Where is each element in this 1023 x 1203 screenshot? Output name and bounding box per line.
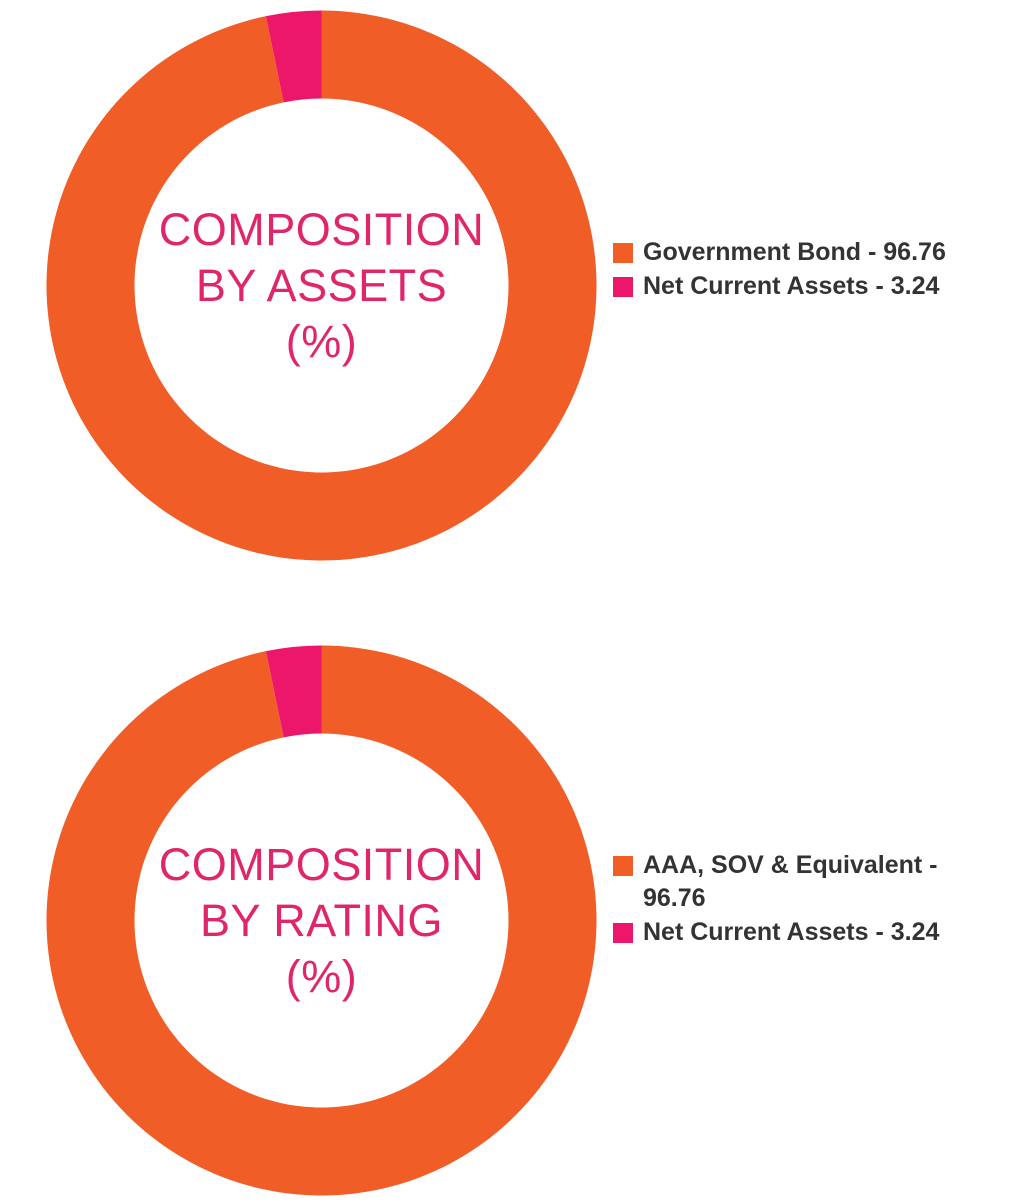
assets-center-title-line-2: BY ASSETS: [195, 259, 448, 311]
legend-item-aaa-sov-equivalent: AAA, SOV & Equivalent - 96.76: [613, 849, 993, 915]
rating-center-title-line-1: COMPOSITION: [158, 838, 485, 890]
assets-donut-chart: [46, 10, 597, 561]
assets-center-title: COMPOSITION BY ASSETS (%): [44, 8, 599, 563]
legend-label: Net Current Assets - 3.24: [643, 918, 940, 946]
legend-label: Government Bond - 96.76: [643, 238, 946, 266]
rating-donut-chart: [46, 645, 597, 1196]
legend-swatch-pink: [613, 923, 633, 943]
donut-slice-net-current-assets: [265, 645, 322, 738]
assets-center-title-line-3: (%): [285, 315, 358, 367]
assets-legend: Government Bond - 96.76 Net Current Asse…: [613, 236, 993, 304]
legend-label: Net Current Assets - 3.24: [643, 272, 940, 300]
legend-swatch-orange: [613, 856, 633, 876]
legend-item-net-current-assets: Net Current Assets - 3.24: [613, 916, 993, 949]
donut-slice-aaa-sov-equivalent: [46, 645, 597, 1196]
donut-slice-government-bond: [46, 10, 597, 561]
legend-swatch-orange: [613, 243, 633, 263]
composition-by-assets-chart: COMPOSITION BY ASSETS (%) Government Bon…: [0, 8, 1023, 568]
legend-item-net-current-assets: Net Current Assets - 3.24: [613, 270, 993, 303]
rating-center-title-line-2: BY RATING: [200, 894, 443, 946]
assets-center-title-line-1: COMPOSITION: [158, 203, 485, 255]
composition-by-rating-chart: COMPOSITION BY RATING (%) AAA, SOV & Equ…: [0, 643, 1023, 1203]
legend-label: AAA, SOV & Equivalent - 96.76: [643, 851, 938, 912]
rating-center-title: COMPOSITION BY RATING (%): [44, 643, 599, 1198]
rating-legend: AAA, SOV & Equivalent - 96.76 Net Curren…: [613, 849, 993, 950]
legend-item-government-bond: Government Bond - 96.76: [613, 236, 993, 269]
rating-center-title-line-3: (%): [285, 950, 358, 1002]
legend-swatch-pink: [613, 277, 633, 297]
donut-slice-net-current-assets: [265, 10, 322, 103]
